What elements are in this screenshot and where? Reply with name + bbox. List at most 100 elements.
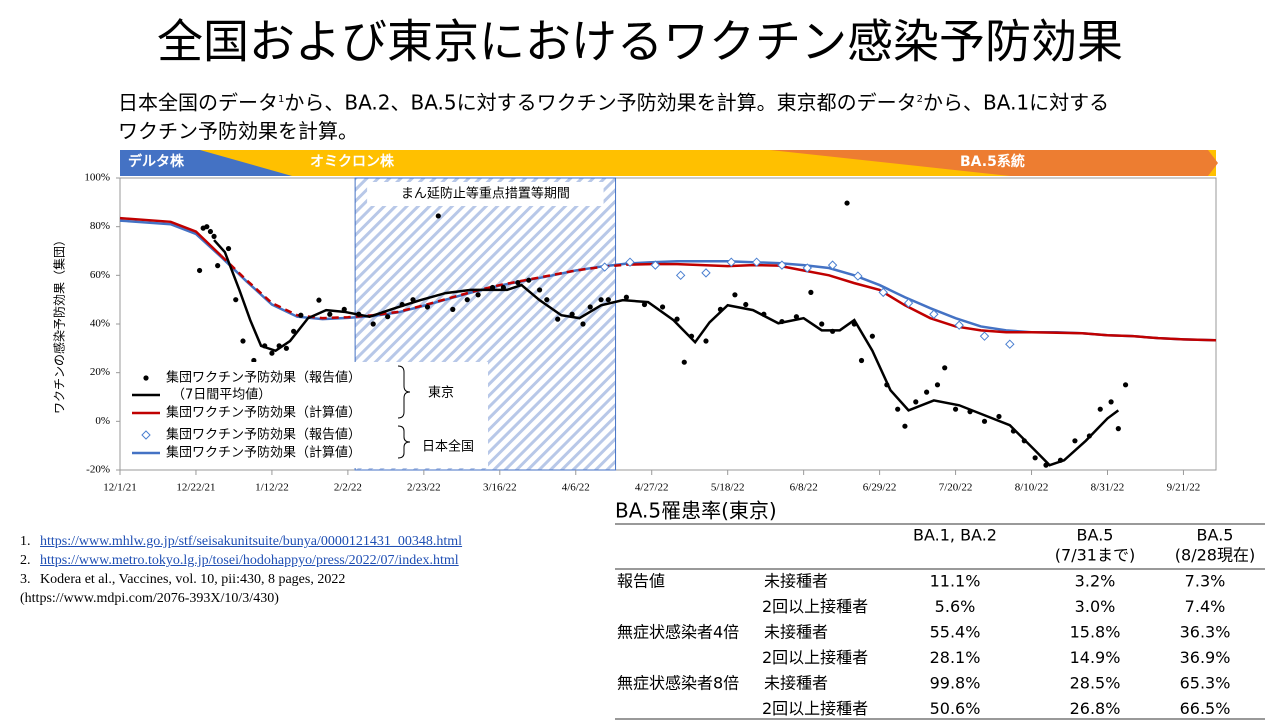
table-cell: 11.1%: [930, 572, 981, 591]
data-point: [808, 289, 814, 295]
reference-number: 3.: [20, 572, 31, 587]
data-point: [902, 423, 908, 429]
subtitle: 日本全国のデータ1から、BA.2、BA.5に対するワクチン予防効果を計算。東京都…: [118, 86, 1118, 145]
data-point: [569, 311, 575, 317]
table-title: BA.5罹患率(東京): [615, 499, 777, 523]
data-point: [500, 284, 507, 291]
data-point: [555, 316, 561, 322]
data-point: [587, 304, 593, 310]
references: 1. https://www.mhlw.go.jp/stf/seisakunits…: [20, 532, 620, 608]
footnote-mark: 1: [278, 94, 285, 105]
reference-text: (https://www.mdpi.com/2076-393X/10/3/430…: [20, 591, 279, 606]
reference-text: https://www.mhlw.go.jp/stf/seisakunitsui…: [40, 534, 463, 549]
data-point: [298, 312, 304, 318]
data-point: [819, 321, 825, 327]
data-point: [291, 328, 297, 334]
reference: 1. https://www.mhlw.go.jp/stf/seisakunits…: [20, 532, 620, 551]
data-point: [851, 321, 857, 327]
data-point: [464, 297, 470, 303]
data-point: [1108, 399, 1114, 405]
column-header: BA.5: [1077, 526, 1114, 545]
data-point: [751, 257, 762, 267]
data-point: [717, 306, 724, 312]
data-point: [659, 304, 666, 310]
data-point: [580, 321, 586, 327]
table-cell: 3.0%: [1075, 597, 1116, 616]
y-tick-label: 80%: [90, 220, 110, 232]
column-header: (7/31まで): [1055, 546, 1135, 565]
column-header: BA.1, BA.2: [913, 526, 997, 545]
table-cell: 7.3%: [1185, 572, 1226, 591]
data-point: [1005, 339, 1015, 349]
data-point: [996, 413, 1002, 420]
table-cell: 28.5%: [1070, 674, 1121, 693]
legend-label: 集団ワクチン予防効果（報告値）: [166, 427, 361, 443]
reference-text: Kodera et al., Vaccines, vol. 10, pii:43…: [40, 572, 346, 587]
data-point: [399, 301, 405, 308]
data-point: [385, 314, 391, 320]
slide-title: 全国および東京におけるワクチン感染予防効果: [157, 15, 1123, 69]
series-line: [213, 239, 1120, 467]
data-point: [536, 287, 543, 293]
data-point: [211, 233, 217, 239]
data-point: [853, 271, 863, 281]
series-line: [626, 262, 1217, 342]
variant-bands: デルタ株 オミクロン株 BA.5系統: [120, 150, 1218, 176]
legend-group: 日本全国: [422, 439, 474, 455]
x-tick-label: 6/29/22: [863, 482, 897, 494]
legend-bracket: [397, 425, 411, 459]
data-point: [827, 260, 838, 270]
reference: 2. https://www.metro.tokyo.lg.jp/tosei/ho…: [20, 551, 620, 570]
table-cell: 無症状感染者8倍: [617, 674, 739, 693]
legend-label: 集団ワクチン予防効果（計算値）: [166, 405, 361, 421]
band-ba5: [770, 150, 1218, 176]
x-tick-label: 2/23/22: [407, 482, 441, 494]
table-cell: 28.1%: [930, 648, 981, 667]
y-tick-label: 40%: [90, 318, 110, 330]
reference-text: https://www.metro.tokyo.lg.jp/tosei/hodo…: [40, 553, 459, 568]
data-point: [884, 382, 890, 388]
x-tick-label: 5/18/22: [711, 482, 745, 494]
series-line: [119, 219, 1217, 342]
data-point: [844, 200, 850, 206]
table-cell: 15.8%: [1070, 623, 1121, 642]
table-cell: 2回以上接種者: [762, 648, 868, 667]
legend-label: 集団ワクチン予防効果（報告値）: [166, 370, 361, 386]
data-point: [688, 333, 695, 339]
data-point: [979, 331, 990, 341]
x-tick-label: 4/6/22: [562, 482, 590, 494]
x-tick-label: 7/20/22: [939, 482, 973, 494]
table-cell: 14.9%: [1070, 648, 1121, 667]
data-point: [327, 311, 333, 317]
data-point: [981, 418, 988, 424]
band-delta: [120, 150, 292, 176]
data-point: [623, 294, 630, 300]
subtitle-text: から、BA.1に対するワクチン予防効果を計算。: [118, 90, 1110, 143]
table-cell: 26.8%: [1070, 699, 1121, 718]
data-point: [895, 406, 901, 412]
x-tick-label: 6/8/22: [790, 482, 818, 494]
data-point: [869, 333, 875, 339]
table-cell: 65.3%: [1180, 674, 1231, 693]
data-point: [732, 292, 738, 298]
table-cell: 無症状感染者4倍: [617, 623, 739, 642]
y-tick-label: -20%: [86, 464, 110, 476]
data-point: [356, 311, 362, 317]
data-point: [743, 301, 749, 308]
data-point: [262, 343, 268, 349]
x-tick-label: 2/2/22: [334, 482, 362, 494]
data-point: [240, 338, 246, 344]
series-line: [119, 216, 223, 257]
data-point: [1057, 457, 1064, 463]
legend: 東京 日本全国 集団ワクチン予防効果（報告値）（7日間平均値）集団ワクチン予防効…: [122, 362, 488, 468]
data-point: [450, 306, 456, 312]
legend-label: （7日間平均値）: [172, 387, 271, 403]
data-point: [703, 338, 709, 344]
table-cell: 未接種者: [764, 623, 828, 642]
data-point: [526, 277, 532, 283]
data-point: [196, 267, 203, 274]
table-cell: 2回以上接種者: [762, 597, 868, 616]
data-point: [370, 321, 376, 327]
reference: 3. Kodera et al., Vaccines, vol. 10, pii:…: [20, 570, 620, 589]
